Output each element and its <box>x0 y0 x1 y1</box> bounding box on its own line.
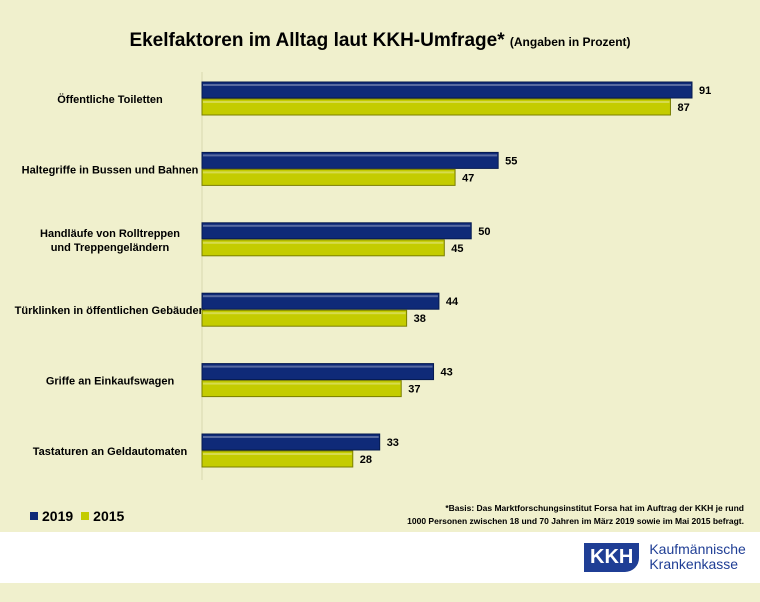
bar-2015 <box>201 450 354 468</box>
category-label: Haltegriffe in Bussen und Bahnen <box>22 164 199 176</box>
data-label: 44 <box>446 296 459 308</box>
bar-2015 <box>201 239 445 257</box>
data-label: 43 <box>441 367 453 379</box>
logo-line: Kaufmännische <box>649 541 746 557</box>
bar-highlight <box>203 154 498 157</box>
data-label: 38 <box>414 313 426 325</box>
category-label: Handläufe von Rolltreppen und Treppengelä… <box>40 228 180 254</box>
bar-2019 <box>201 433 381 451</box>
data-label: 87 <box>677 102 689 114</box>
category-label: Griffe an Einkaufswagen <box>46 376 175 388</box>
chart-title: Ekelfaktoren im Alltag laut KKH-Umfrage*… <box>0 30 760 52</box>
bar-2015 <box>201 380 402 398</box>
category-label: Türklinken in öffentlichen Gebäuden <box>15 305 206 317</box>
data-label: 50 <box>478 226 490 238</box>
bar-2015 <box>201 168 456 186</box>
bar-highlight <box>203 453 352 455</box>
bar-2019 <box>201 222 472 240</box>
bar-2019 <box>201 292 440 310</box>
footnote: *Basis: Das Marktforschungsinstitut Fors… <box>407 502 744 528</box>
legend: 2019 2015 <box>30 508 124 524</box>
bar-highlight <box>203 295 438 298</box>
bar-highlight <box>203 312 406 315</box>
data-label: 33 <box>387 437 399 449</box>
bar-2015 <box>201 309 408 327</box>
legend-swatch-2019 <box>30 512 38 520</box>
bar-highlight <box>203 84 691 86</box>
bar-highlight <box>203 365 433 368</box>
bar-highlight <box>203 436 379 438</box>
bar-highlight <box>203 382 401 385</box>
logo-mark: KKH <box>584 542 640 572</box>
bar-2019 <box>201 363 435 381</box>
bar-highlight <box>203 241 444 244</box>
bar-highlight <box>203 224 471 227</box>
bar-chart: Öffentliche Toiletten 91 87 Haltegriffe in … <box>15 72 711 480</box>
kkh-logo: KKH Kaufmännische Krankenkasse <box>584 542 746 572</box>
title-text: Ekelfaktoren im Alltag laut KKH-Umfrage* <box>129 30 505 51</box>
data-label: 47 <box>462 172 474 184</box>
logo-line: Krankenkasse <box>649 556 739 572</box>
data-label: 28 <box>360 454 372 466</box>
footnote-line: *Basis: Das Marktforschungsinstitut Fors… <box>445 503 744 513</box>
data-label: 91 <box>699 85 711 97</box>
legend-label-2019: 2019 <box>42 508 74 524</box>
data-label: 37 <box>408 384 420 396</box>
bar-2019 <box>201 151 499 169</box>
subtitle-text: (Angaben in Prozent) <box>509 35 631 49</box>
bar-2015 <box>201 98 671 116</box>
category-label: Tastaturen an Geldautomaten <box>33 446 188 458</box>
data-label: 55 <box>505 155 517 167</box>
bar-highlight <box>203 171 455 174</box>
category-label: Öffentliche Toiletten <box>57 93 163 106</box>
legend-swatch-2015 <box>81 512 90 520</box>
bar-highlight <box>203 101 670 103</box>
legend-label-2015: 2015 <box>93 508 125 524</box>
footnote-line: 1000 Personen zwischen 18 und 70 Jahren … <box>407 516 744 526</box>
bar-2019 <box>201 81 693 99</box>
data-label: 45 <box>451 243 463 255</box>
